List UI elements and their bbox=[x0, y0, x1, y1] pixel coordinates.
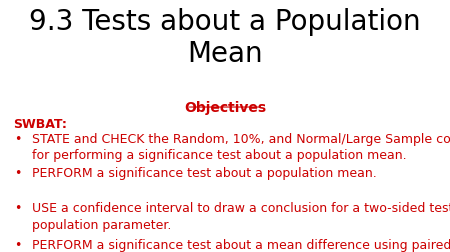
Text: •: • bbox=[14, 238, 22, 251]
Text: •: • bbox=[14, 202, 22, 214]
Text: STATE and CHECK the Random, 10%, and Normal/Large Sample conditions
for performi: STATE and CHECK the Random, 10%, and Nor… bbox=[32, 132, 450, 162]
Text: 9.3 Tests about a Population
Mean: 9.3 Tests about a Population Mean bbox=[29, 8, 421, 68]
Text: •: • bbox=[14, 132, 22, 145]
Text: USE a confidence interval to draw a conclusion for a two-sided test about a
popu: USE a confidence interval to draw a conc… bbox=[32, 202, 450, 231]
Text: SWBAT:: SWBAT: bbox=[14, 117, 68, 130]
Text: PERFORM a significance test about a population mean.: PERFORM a significance test about a popu… bbox=[32, 166, 376, 179]
Text: •: • bbox=[14, 166, 22, 179]
Text: PERFORM a significance test about a mean difference using paired data.: PERFORM a significance test about a mean… bbox=[32, 238, 450, 251]
Text: Objectives: Objectives bbox=[184, 101, 266, 115]
